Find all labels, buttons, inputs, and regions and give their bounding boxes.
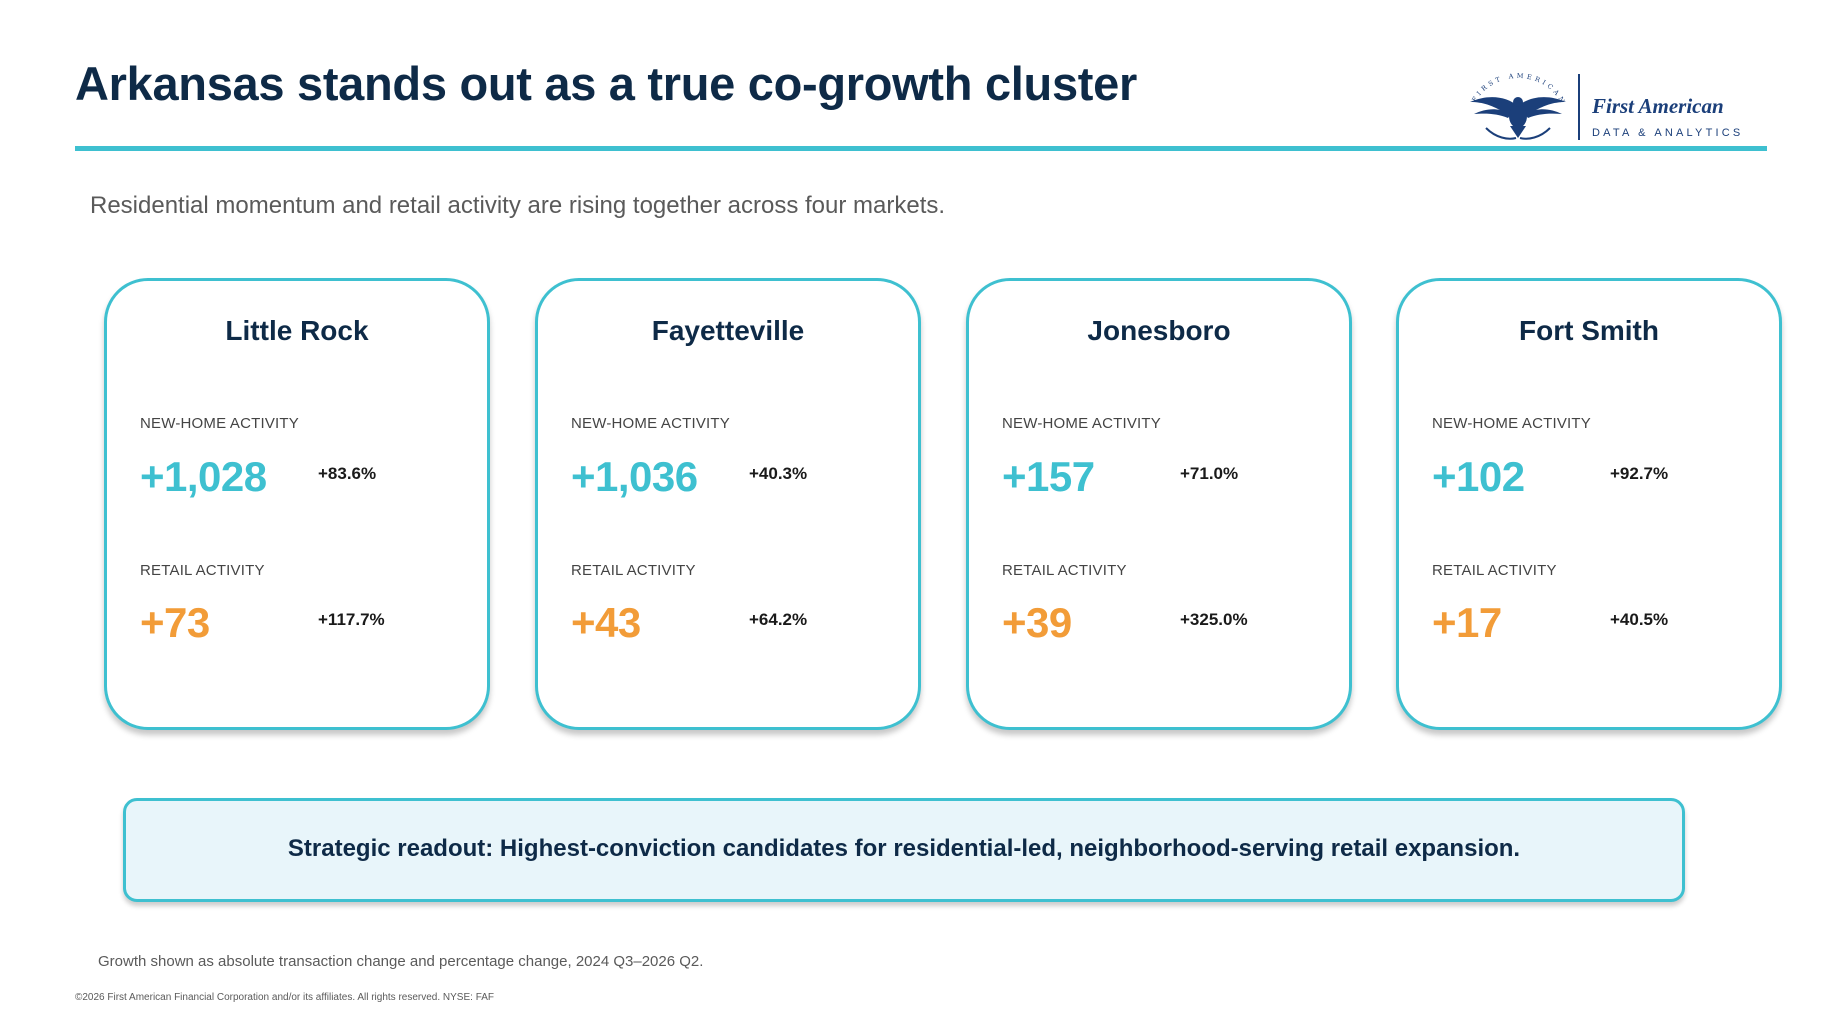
retail-pct: +40.5% [1610, 610, 1669, 629]
retail-label: RETAIL ACTIVITY [140, 562, 265, 579]
card-city: Fayetteville [651, 315, 805, 346]
market-card-fayetteville: Fayetteville NEW-HOME ACTIVITY +1,036 +4… [535, 278, 921, 730]
new-home-label: NEW-HOME ACTIVITY [571, 415, 730, 432]
page-title: Arkansas stands out as a true co-growth … [75, 57, 1137, 110]
new-home-pct: +40.3% [749, 464, 808, 483]
title-rule [75, 146, 1767, 151]
new-home-label: NEW-HOME ACTIVITY [1002, 415, 1161, 432]
logo-brand-text: First American [1592, 94, 1724, 118]
subtitle: Residential momentum and retail activity… [90, 192, 946, 219]
market-card-fort-smith: Fort Smith NEW-HOME ACTIVITY +102 +92.7%… [1396, 278, 1782, 730]
retail-label: RETAIL ACTIVITY [1432, 562, 1557, 579]
new-home-value: +157 [1002, 453, 1095, 500]
card-city: Little Rock [225, 315, 369, 346]
card-city: Fort Smith [1519, 315, 1659, 346]
retail-value: +39 [1002, 599, 1072, 646]
new-home-pct: +92.7% [1610, 464, 1669, 483]
new-home-label: NEW-HOME ACTIVITY [140, 415, 299, 432]
new-home-value: +1,036 [571, 453, 698, 500]
retail-label: RETAIL ACTIVITY [1002, 562, 1127, 579]
retail-label: RETAIL ACTIVITY [571, 562, 696, 579]
new-home-pct: +71.0% [1180, 464, 1239, 483]
market-card-jonesboro: Jonesboro NEW-HOME ACTIVITY +157 +71.0% … [966, 278, 1352, 730]
strategic-readout-text: Strategic readout: Highest-conviction ca… [287, 835, 1521, 862]
new-home-label: NEW-HOME ACTIVITY [1432, 415, 1591, 432]
retail-value: +73 [140, 599, 210, 646]
logo-subtext: DATA & ANALYTICS [1592, 127, 1744, 139]
retail-pct: +117.7% [318, 610, 385, 629]
new-home-value: +1,028 [140, 453, 267, 500]
new-home-pct: +83.6% [318, 464, 377, 483]
strategic-readout-box: Strategic readout: Highest-conviction ca… [123, 798, 1685, 902]
first-american-logo: FIRST AMERICAN First American DATA & ANA… [1458, 72, 1770, 144]
market-card-little-rock: Little Rock NEW-HOME ACTIVITY +1,028 +83… [104, 278, 490, 730]
retail-pct: +64.2% [749, 610, 808, 629]
footnote: Growth shown as absolute transaction cha… [98, 953, 704, 970]
copyright: ©2026 First American Financial Corporati… [75, 992, 495, 1003]
card-city: Jonesboro [1087, 315, 1231, 346]
retail-value: +17 [1432, 599, 1502, 646]
retail-pct: +325.0% [1180, 610, 1248, 629]
new-home-value: +102 [1432, 453, 1525, 500]
eagle-icon: FIRST AMERICAN [1470, 72, 1566, 140]
logo-divider [1578, 74, 1580, 140]
retail-value: +43 [571, 599, 641, 646]
